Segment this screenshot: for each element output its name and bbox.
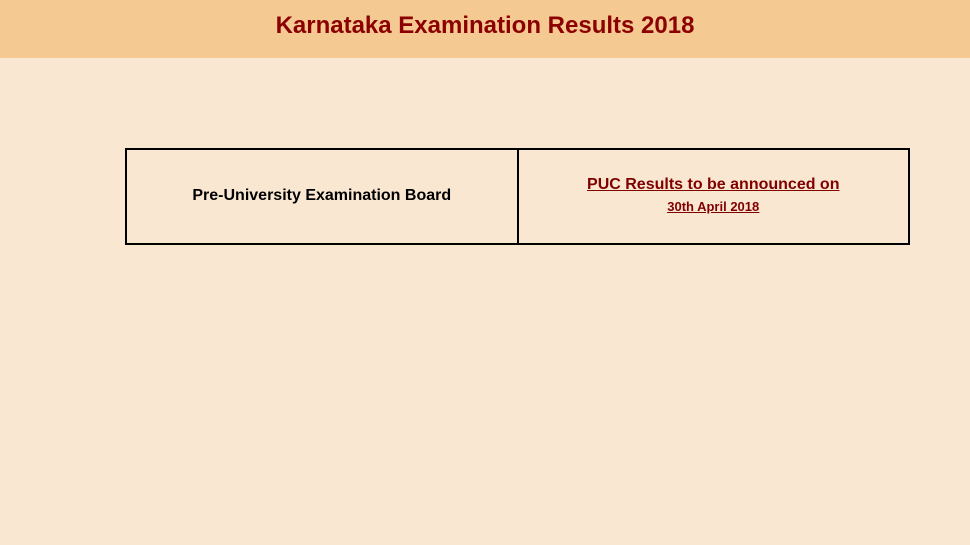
content-area: Pre-University Examination Board PUC Res… <box>0 58 970 245</box>
result-date-text: 30th April 2018 <box>667 199 759 214</box>
page-title: Karnataka Examination Results 2018 <box>0 12 970 40</box>
result-announcement-link[interactable]: PUC Results to be announced on 30th Apri… <box>587 176 839 215</box>
table-row: Pre-University Examination Board PUC Res… <box>126 149 909 244</box>
result-announcement-cell: PUC Results to be announced on 30th Apri… <box>518 149 910 244</box>
board-name-cell: Pre-University Examination Board <box>126 149 518 244</box>
result-announcement-text: PUC Results to be announced on <box>587 176 839 193</box>
header-band: Karnataka Examination Results 2018 <box>0 0 970 58</box>
results-table: Pre-University Examination Board PUC Res… <box>125 148 910 245</box>
